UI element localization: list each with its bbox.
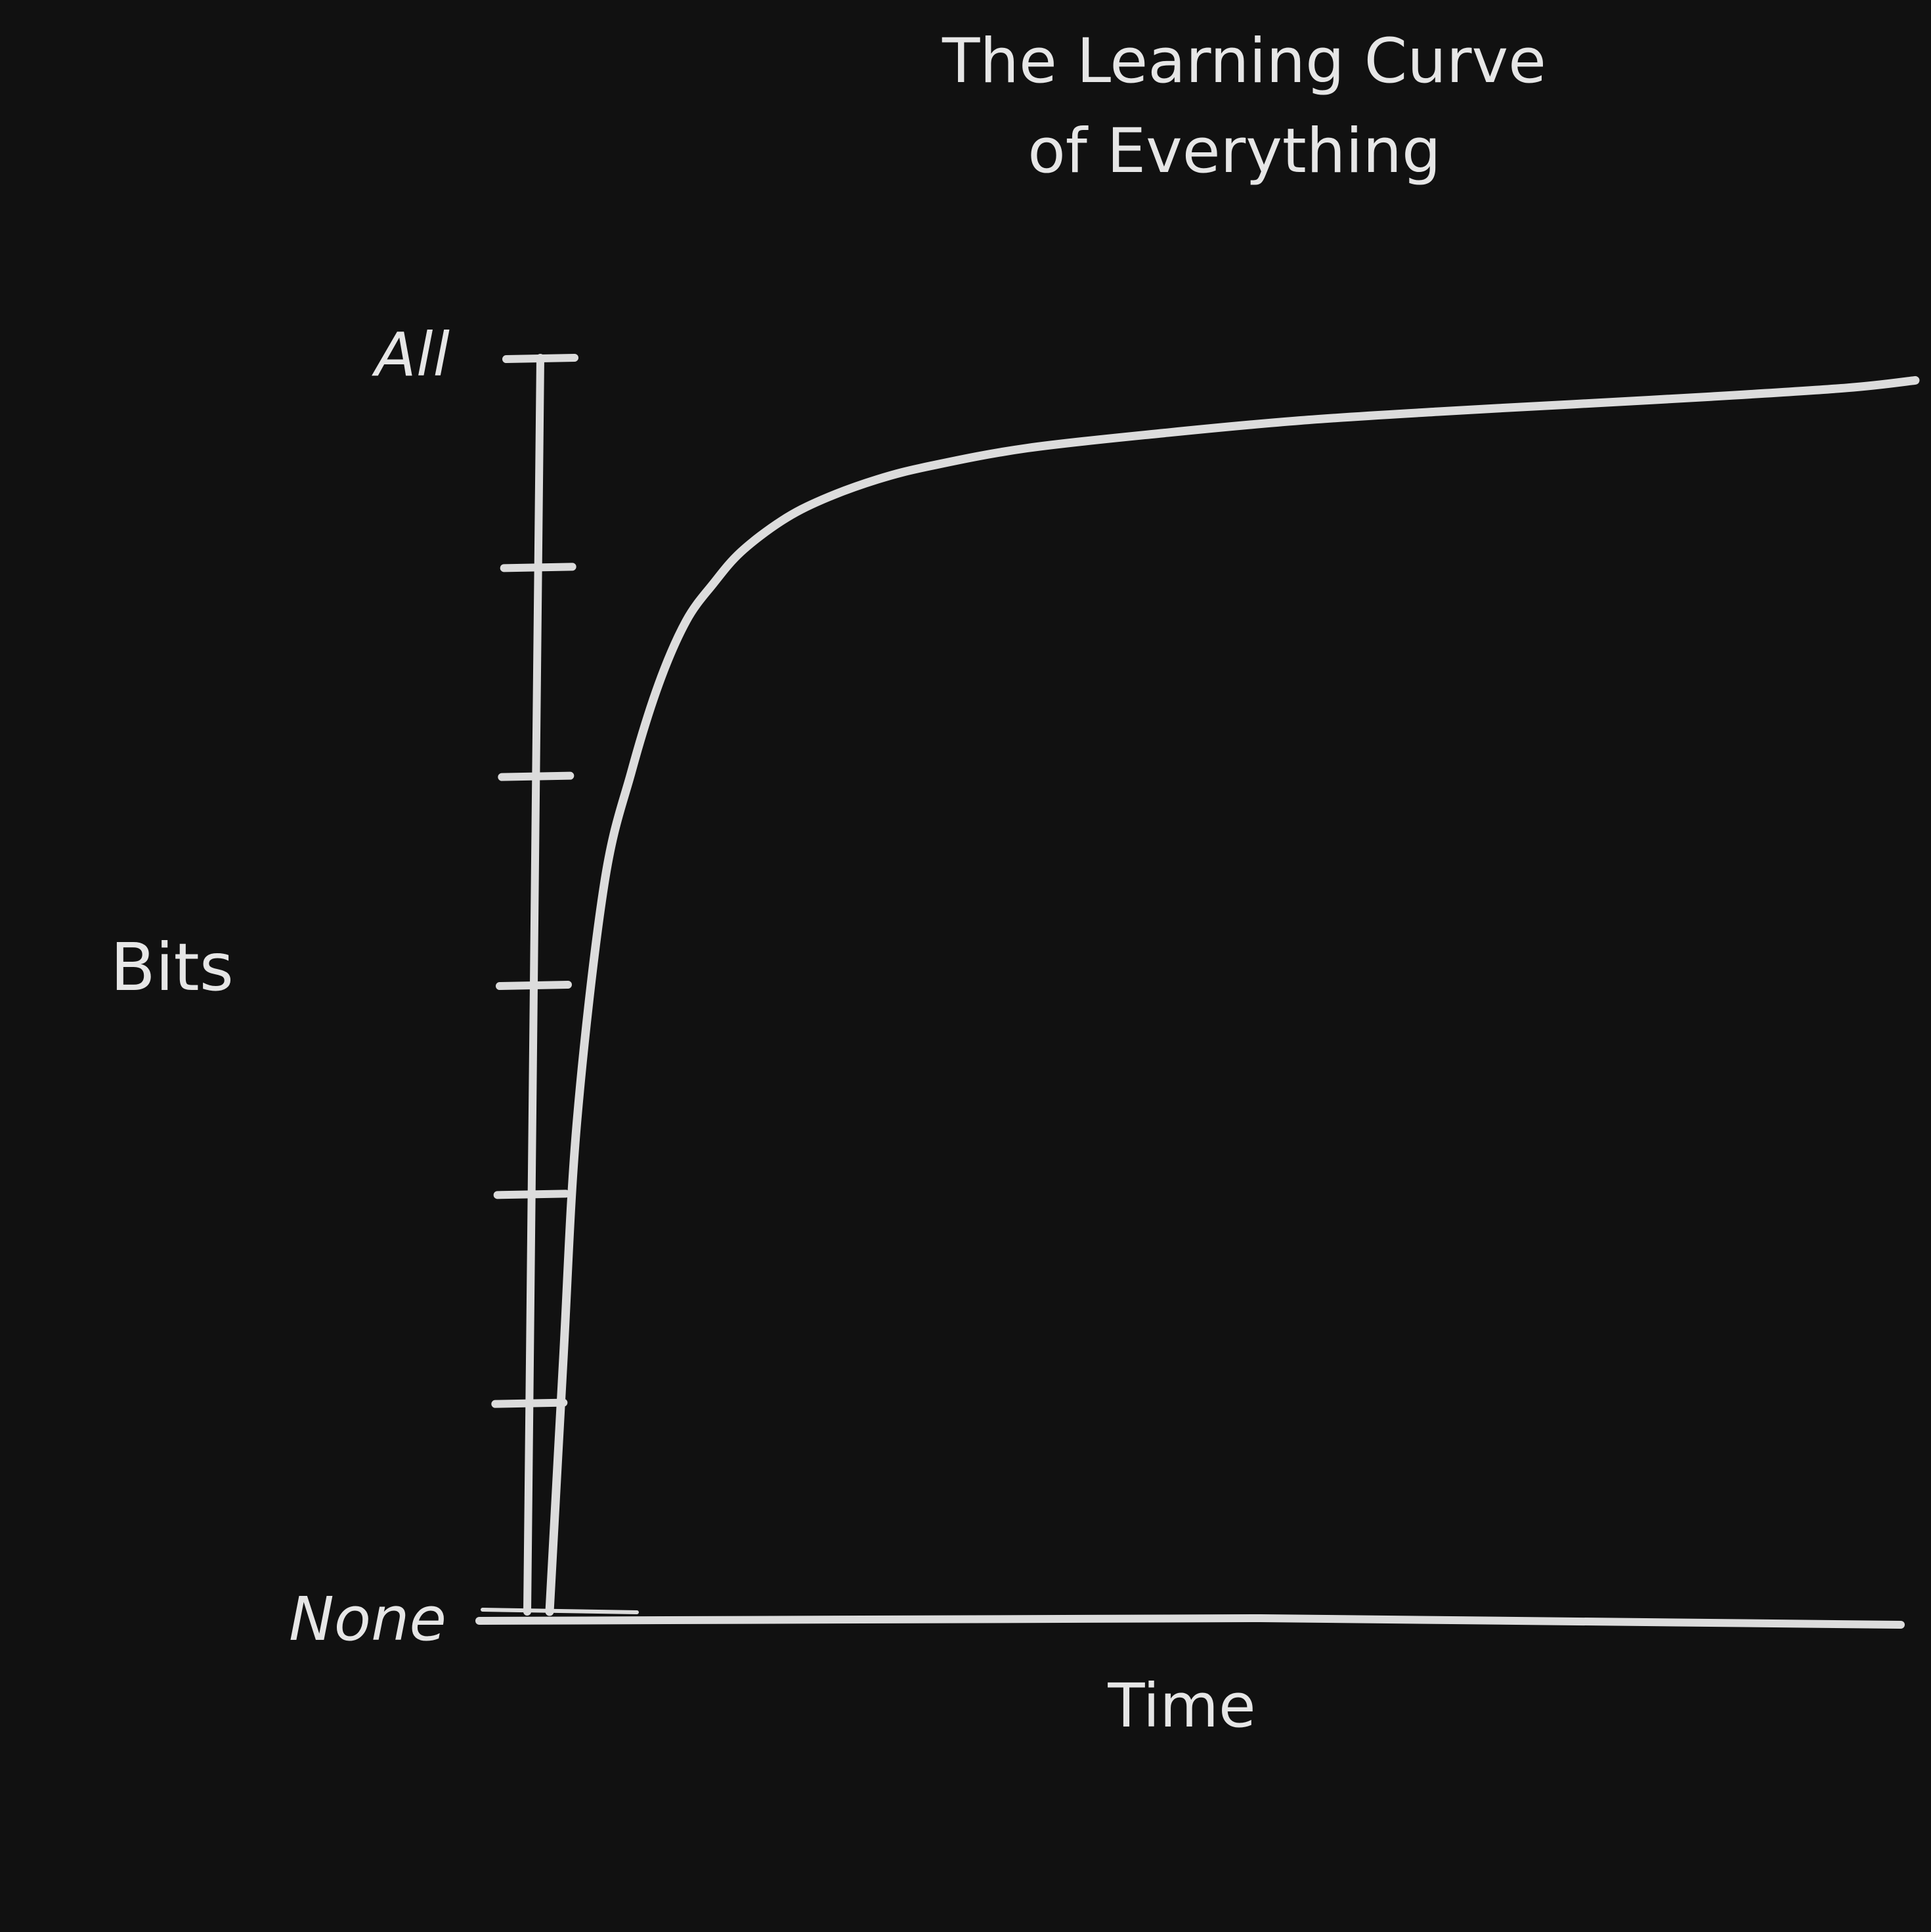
data-point-18 <box>1709 395 1712 398</box>
data-point-12 <box>930 464 933 467</box>
data-point-14 <box>1163 432 1165 435</box>
y-axis-label: Bits <box>110 929 234 1006</box>
y-tick-5 <box>500 563 576 572</box>
data-point-11 <box>876 478 879 481</box>
data-point-19 <box>1846 387 1848 389</box>
y-tick-4 <box>498 771 575 781</box>
y-tick-1 <box>491 1398 568 1408</box>
data-point-3 <box>603 883 605 886</box>
data-point-4 <box>630 770 633 773</box>
data-point-2 <box>576 1121 578 1124</box>
y-tick-2 <box>493 1190 570 1199</box>
series-line-learning-curve <box>545 376 1920 1616</box>
data-point-9 <box>781 519 783 522</box>
data-point-0 <box>548 1610 551 1613</box>
chart-title-line-2: of Everything <box>1028 116 1441 187</box>
data-point-10 <box>821 498 824 501</box>
y-tick-6 <box>502 354 578 363</box>
data-point-6 <box>685 620 687 622</box>
y-tick-label-top: All <box>372 320 450 390</box>
data-point-1 <box>562 1360 565 1362</box>
data-point-16 <box>1436 410 1439 413</box>
x-axis-line <box>475 1614 1905 1629</box>
data-point-17 <box>1573 403 1575 406</box>
data-point-8 <box>739 551 742 553</box>
chart-title-line-1: The Learning Curve <box>942 26 1546 97</box>
series-points <box>548 379 1917 1613</box>
data-point-20 <box>1914 379 1917 381</box>
data-point-15 <box>1299 419 1302 422</box>
y-tick-label-bottom: None <box>289 1584 446 1654</box>
y-ticks <box>491 354 578 1408</box>
x-axis-label: Time <box>1107 1671 1255 1741</box>
y-tick-3 <box>496 981 572 990</box>
x-axis-stroke-overlap <box>481 1608 639 1614</box>
data-point-5 <box>657 683 660 685</box>
data-point-13 <box>1026 447 1029 450</box>
data-point-7 <box>712 582 715 585</box>
